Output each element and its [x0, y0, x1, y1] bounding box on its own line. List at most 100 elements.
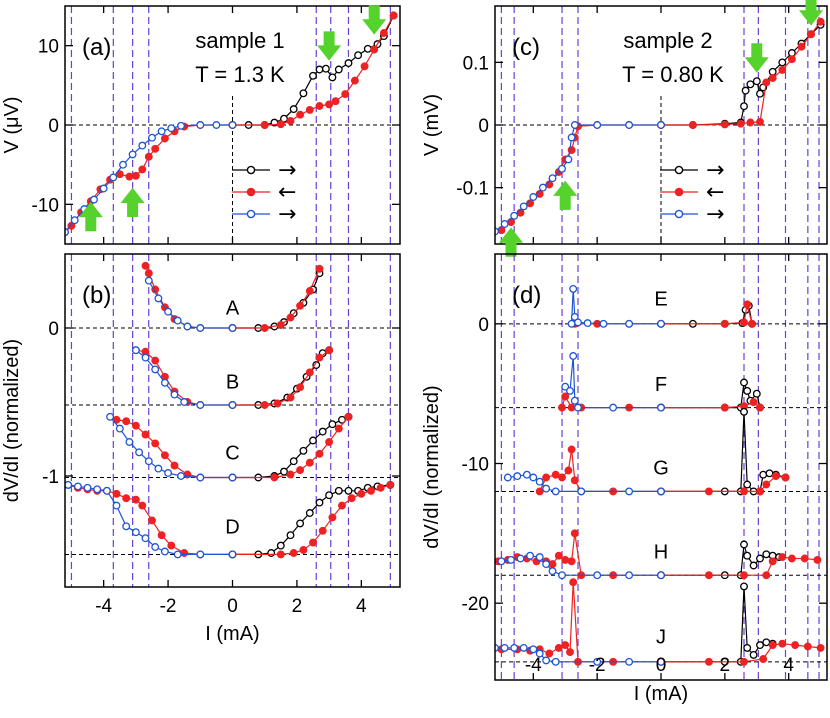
trace-label: C: [225, 443, 239, 465]
data-point: [309, 538, 317, 547]
data-point: [280, 467, 288, 476]
x-tick-label: -4: [95, 596, 112, 617]
data-point: [740, 102, 748, 111]
green-arrow-icon: [120, 187, 145, 217]
data-point: [762, 78, 771, 87]
data-point: [778, 65, 787, 74]
data-point: [180, 549, 189, 557]
data-point: [749, 398, 758, 407]
data-point: [743, 643, 752, 652]
data-point: [141, 261, 150, 270]
data-point: [625, 657, 634, 666]
data-point: [787, 554, 796, 563]
data-point: [599, 319, 608, 328]
data-point: [144, 457, 153, 466]
data-point: [625, 487, 634, 496]
data-point: [260, 324, 269, 332]
trace-label-bg: [223, 442, 242, 463]
trace-label-bg: [652, 457, 670, 478]
data-point: [813, 555, 822, 564]
data-point: [341, 90, 350, 99]
data-point: [347, 494, 356, 503]
data-point: [325, 438, 334, 446]
data-point: [561, 392, 570, 401]
legend-marker: [246, 187, 256, 197]
data-point: [740, 318, 748, 327]
data-point: [566, 648, 574, 657]
data-point: [151, 439, 160, 448]
data-point: [289, 105, 298, 114]
data-point: [138, 501, 147, 510]
data-point: [535, 189, 544, 198]
x-axis-title: I (mA): [634, 683, 688, 705]
data-point: [567, 445, 576, 454]
data-point: [144, 152, 153, 161]
legend-label: →: [278, 158, 296, 183]
data-point: [545, 180, 554, 189]
data-point: [704, 657, 713, 666]
data-point: [299, 446, 308, 455]
data-point: [503, 473, 512, 482]
legend-label: →: [706, 158, 724, 183]
x-tick-label: -4: [525, 655, 542, 676]
data-point: [558, 571, 566, 580]
data-point: [180, 398, 189, 406]
data-point: [807, 30, 815, 39]
data-point: [115, 170, 124, 179]
data-point: [270, 473, 279, 482]
trace-label: G: [653, 458, 669, 480]
data-point: [328, 420, 337, 429]
data-point: [328, 513, 337, 522]
data-point: [558, 403, 566, 412]
data-point: [526, 199, 535, 208]
data-point: [276, 541, 285, 550]
data-point: [141, 430, 150, 439]
data-point: [160, 451, 169, 460]
data-point: [500, 220, 509, 228]
legend-label: ←: [706, 180, 724, 205]
data-point: [756, 89, 764, 98]
data-point: [749, 561, 758, 570]
legend-label: →: [278, 202, 296, 227]
panel-d: 0-10-20-4 -2 0 2 4I (mA)dV/dI (normalized)(d…: [421, 253, 828, 705]
data-point: [752, 77, 761, 86]
panel-tag: (c): [512, 34, 540, 61]
trace-label-bg: [652, 626, 670, 647]
data-point: [570, 529, 579, 538]
trace-label-bg: [223, 371, 242, 392]
green-arrow-icon: [498, 227, 524, 257]
y-tick-label: 0.1: [463, 53, 489, 74]
data-point: [154, 464, 163, 473]
data-point: [151, 356, 160, 365]
data-point: [759, 470, 768, 479]
data-point: [567, 403, 576, 412]
data-point: [376, 483, 385, 492]
x-axis-title: I (mA): [205, 623, 259, 645]
series-group: [65, 11, 398, 237]
green-arrow-icon: [78, 201, 103, 232]
x-tick-label: 0: [227, 596, 238, 617]
data-point: [778, 553, 787, 562]
data-point: [296, 383, 305, 392]
data-point: [762, 550, 771, 559]
y-tick-label: 0: [48, 116, 59, 137]
data-point: [558, 164, 566, 173]
data-point: [542, 560, 551, 569]
data-point: [141, 534, 150, 543]
data-point: [566, 386, 574, 395]
data-point: [564, 466, 573, 475]
data-point: [196, 324, 205, 332]
data-point: [286, 393, 295, 402]
data-point: [286, 531, 295, 540]
trace-label: H: [654, 541, 668, 563]
trace-label: D: [225, 517, 239, 539]
data-point: [762, 638, 771, 647]
data-point: [125, 438, 134, 446]
x-tick-label: -2: [589, 655, 606, 676]
data-point: [170, 461, 179, 470]
data-point: [765, 469, 774, 478]
sample-title: sample 2: [623, 28, 712, 53]
trace-label-bg: [652, 373, 670, 394]
data-point: [228, 550, 237, 559]
